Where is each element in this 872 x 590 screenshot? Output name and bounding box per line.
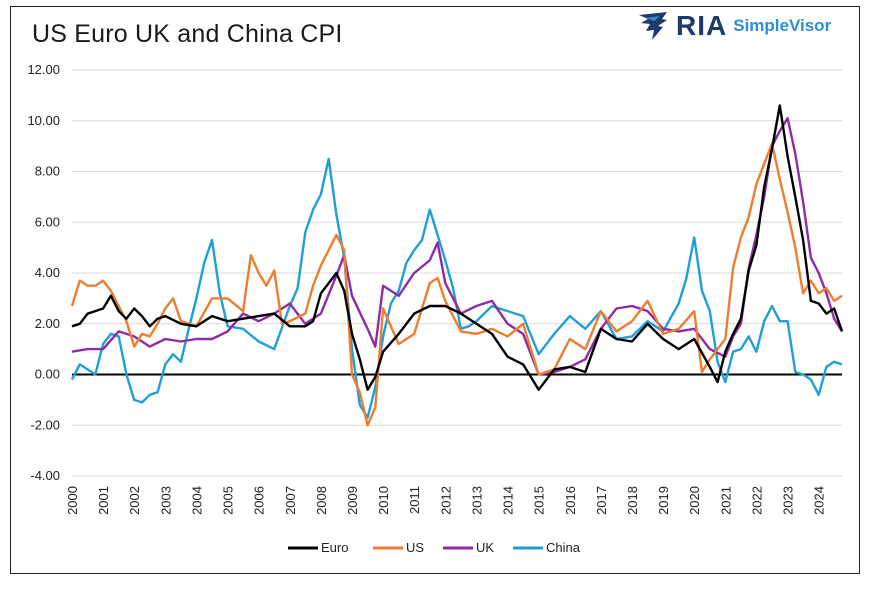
x-tick-label: 2010 [376, 486, 391, 515]
x-tick-label: 2000 [65, 486, 80, 515]
x-tick-label: 2013 [469, 486, 484, 515]
x-tick-label: 2021 [718, 486, 733, 515]
y-tick-label: 0.00 [35, 367, 60, 382]
y-tick-label: -4.00 [30, 468, 60, 483]
y-tick-label: 4.00 [35, 265, 60, 280]
y-tick-label: 12.00 [27, 62, 60, 77]
x-tick-label: 2016 [563, 486, 578, 515]
series-lines [70, 104, 844, 427]
series-line-us [70, 142, 843, 427]
gridlines [72, 69, 842, 477]
legend-label-euro: Euro [321, 540, 348, 555]
brand-simplevisor: SimpleVisor [733, 16, 832, 35]
x-tick-label: 2008 [314, 486, 329, 515]
x-tick-label: 2018 [625, 486, 640, 515]
legend-label-china: China [546, 540, 581, 555]
brand-logo: RIA SimpleVisor [636, 8, 831, 44]
series-line-china [70, 157, 843, 419]
legend-label-uk: UK [476, 540, 494, 555]
chart-title: US Euro UK and China CPI [32, 20, 343, 48]
x-tick-label: 2014 [501, 486, 516, 515]
x-tick-label: 2024 [812, 486, 827, 515]
y-tick-label: 6.00 [35, 214, 60, 229]
series-line-uk [71, 116, 844, 376]
eagle-icon [639, 12, 667, 40]
x-tick-label: 2019 [656, 486, 671, 515]
brand-ria: RIA [676, 10, 728, 41]
x-tick-label: 2006 [252, 486, 267, 515]
x-tick-label: 2011 [407, 486, 422, 514]
x-tick-label: 2012 [438, 486, 453, 515]
chart-frame [10, 6, 860, 574]
x-tick-label: 2023 [781, 486, 796, 515]
series-line-euro [71, 104, 844, 391]
x-tick-label: 2007 [283, 486, 298, 515]
x-tick-label: 2020 [687, 486, 702, 515]
legend-label-us: US [406, 540, 424, 555]
x-axis-ticks: 2000 2001 2002 2003 2004 2005 2006 2007 2008 2009… [65, 486, 827, 515]
x-tick-label: 2003 [158, 486, 173, 515]
y-tick-label: 8.00 [35, 164, 60, 179]
y-axis-ticks: -4.00 -2.00 0.00 2.00 4.00 6.00 8.00 10.00 12.00 [27, 62, 60, 483]
x-tick-label: 2001 [96, 486, 111, 515]
x-tick-label: 2015 [532, 486, 547, 515]
x-tick-label: 2022 [749, 486, 764, 515]
y-tick-label: 2.00 [35, 316, 60, 331]
x-tick-label: 2005 [221, 486, 236, 515]
x-tick-label: 2002 [127, 486, 142, 515]
y-tick-label: 10.00 [27, 113, 60, 128]
y-tick-label: -2.00 [30, 417, 60, 432]
x-tick-label: 2004 [189, 486, 204, 515]
x-tick-label: 2017 [594, 486, 609, 515]
x-tick-label: 2009 [345, 486, 360, 515]
legend: Euro US UK China [288, 540, 581, 555]
